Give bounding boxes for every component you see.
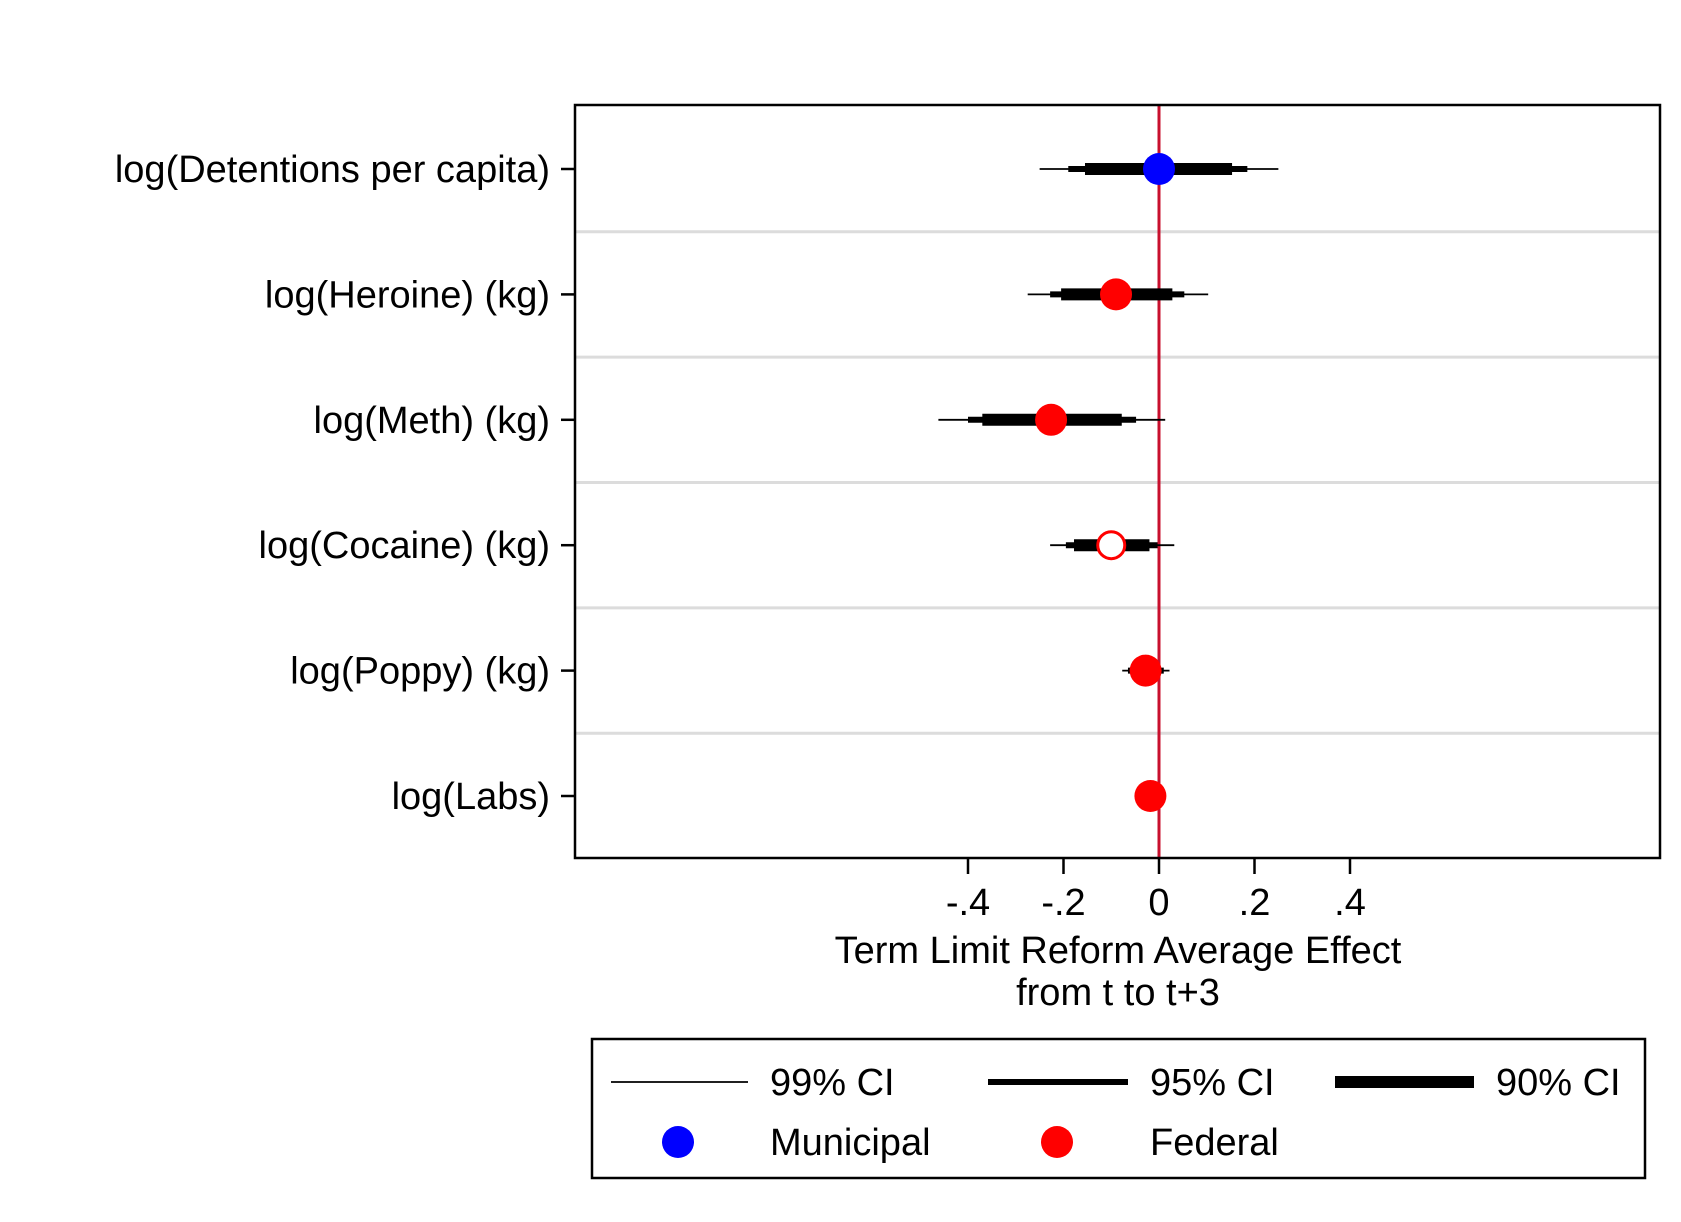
- coefficient-row: [1027, 278, 1209, 311]
- coefficient-row: [1039, 153, 1279, 185]
- legend-label: 95% CI: [1150, 1062, 1275, 1104]
- legend-item: 99% CI: [611, 1062, 895, 1104]
- legend-label: Federal: [1150, 1122, 1279, 1164]
- y-tick-label: log(Poppy) (kg): [290, 651, 550, 693]
- x-axis: -.4 -.2 0 .2 .4: [946, 858, 1366, 924]
- legend-item: Municipal: [662, 1122, 931, 1164]
- y-axis: log(Detentions per capita) log(Heroine) (…: [115, 149, 575, 818]
- legend-municipal-marker: [662, 1126, 694, 1158]
- y-tick-label: log(Labs): [392, 776, 550, 818]
- point-estimate-marker: [1143, 153, 1175, 185]
- legend-federal-marker: [1041, 1126, 1073, 1158]
- x-tick-label: .4: [1334, 882, 1366, 924]
- x-axis-title-line2: from t to t+3: [1016, 972, 1220, 1014]
- legend-item: 95% CI: [988, 1062, 1275, 1104]
- coefficient-row: [1134, 780, 1167, 812]
- coefficient-row: [938, 403, 1166, 436]
- legend-item: Federal: [1041, 1122, 1279, 1164]
- coefficient-row: [1122, 654, 1170, 687]
- coefficient-rows: [938, 153, 1279, 812]
- legend-label: Municipal: [770, 1122, 931, 1164]
- plot-frame: [573, 103, 1662, 860]
- y-tick-label: log(Detentions per capita): [115, 149, 550, 191]
- coefficient-row: [1050, 530, 1175, 561]
- point-estimate-marker-hollow: [1096, 530, 1127, 561]
- x-tick-label: .2: [1239, 882, 1271, 924]
- point-estimate-marker: [1129, 654, 1162, 687]
- x-tick-label: -.2: [1041, 882, 1085, 924]
- y-tick-label: log(Meth) (kg): [314, 400, 551, 442]
- point-estimate-marker: [1100, 278, 1133, 311]
- x-tick-label: -.4: [946, 882, 990, 924]
- legend: 99% CI 95% CI 90% CI Municipal Federal: [590, 1037, 1647, 1180]
- y-tick-label: log(Heroine) (kg): [265, 274, 550, 316]
- point-estimate-marker: [1134, 780, 1167, 812]
- row-separators: [575, 230, 1660, 735]
- x-axis-title-line1: Term Limit Reform Average Effect: [835, 930, 1402, 972]
- y-tick-label: log(Cocaine) (kg): [259, 525, 550, 567]
- legend-item: 90% CI: [1335, 1062, 1621, 1104]
- legend-label: 99% CI: [770, 1062, 895, 1104]
- legend-label: 90% CI: [1496, 1062, 1621, 1104]
- point-estimate-marker: [1035, 403, 1068, 436]
- legend-box: [590, 1037, 1647, 1180]
- x-tick-label: 0: [1148, 882, 1169, 924]
